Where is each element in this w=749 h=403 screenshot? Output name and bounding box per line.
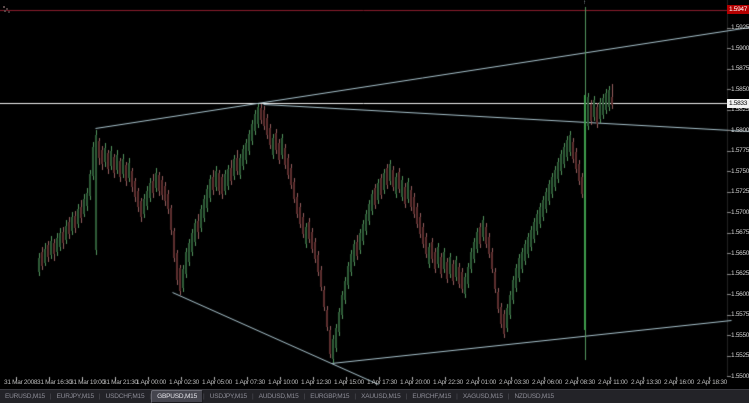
tab-separator: | [98, 393, 101, 400]
tab-separator: | [149, 392, 151, 401]
chart-tab-xagusd[interactable]: XAGUSD,M15 [462, 393, 503, 400]
price-axis-label: 1.5825 [731, 106, 749, 114]
chart-tab-bar: EURUSD,M15|EURJPY,M15|USDCHF,M15|GBPUSD,… [0, 389, 749, 403]
time-axis-label: 1 Apr 02:30 [169, 379, 199, 386]
price-marker-high: 1.5947 [727, 5, 749, 15]
time-axis-label: 1 Apr 15:00 [334, 379, 364, 386]
time-axis-label: 2 Apr 13:30 [631, 379, 661, 386]
time-axis-label: 2 Apr 06:00 [532, 379, 562, 386]
time-axis-label: 1 Apr 17:30 [367, 379, 397, 386]
time-axis-label: 31 Mar 21:30 [103, 379, 138, 386]
tab-separator: | [507, 393, 510, 400]
time-axis-label: 2 Apr 03:30 [499, 379, 529, 386]
time-axis-label: 1 Apr 22:30 [433, 379, 463, 386]
price-axis-label: 1.5875 [731, 65, 749, 73]
time-axis-label: 1 Apr 12:30 [301, 379, 331, 386]
price-axis-label: 1.5600 [731, 290, 749, 298]
chart-tab-nzdusd[interactable]: NZDUSD,M15 [514, 393, 554, 400]
price-axis-label: 1.5925 [731, 24, 749, 32]
tab-separator: | [354, 393, 357, 400]
price-marker-level: 1.5833 [727, 98, 749, 108]
chart-tab-gbpusd[interactable]: GBPUSD,M15 [151, 390, 203, 403]
price-axis-label: 1.5850 [731, 85, 749, 93]
time-axis-label: 2 Apr 18:30 [697, 379, 727, 386]
price-axis-label: 1.5900 [731, 44, 749, 52]
chart-tab-eurusd[interactable]: EURUSD,M15 [5, 393, 45, 400]
price-axis-label: 1.5800 [731, 126, 749, 134]
chart-tab-eurchf[interactable]: EURCHF,M15 [412, 393, 452, 400]
spike-top-marker: ↑ [583, 0, 586, 6]
price-axis-label: 1.5525 [731, 352, 749, 360]
corner-artifact [3, 6, 5, 8]
price-axis-label: 1.5700 [731, 208, 749, 216]
time-axis-label: 1 Apr 10:00 [268, 379, 298, 386]
chart-tab-xauusd[interactable]: XAUUSD,M15 [361, 393, 401, 400]
tab-separator: | [203, 393, 205, 400]
time-axis-label: 31 Mar 16:30 [37, 379, 72, 386]
price-axis-label: 1.5775 [731, 147, 749, 155]
time-axis-label: 1 Apr 05:00 [202, 379, 232, 386]
chart-tab-eurgbp[interactable]: EURGBP,M15 [310, 393, 350, 400]
chart-tab-audusd[interactable]: AUDUSD,M15 [258, 393, 299, 400]
chart-tab-eurjpy[interactable]: EURJPY,M15 [56, 393, 94, 400]
time-axis-label: 2 Apr 11:00 [598, 379, 628, 386]
time-axis-label: 2 Apr 01:00 [466, 379, 496, 386]
price-axis-label: 1.5500 [731, 372, 749, 380]
time-axis-label: 1 Apr 07:30 [235, 379, 265, 386]
chart-tab-usdchf[interactable]: USDCHF,M15 [105, 393, 145, 400]
time-axis-label: 2 Apr 08:30 [565, 379, 595, 386]
tab-separator: | [251, 393, 254, 400]
price-axis-label: 1.5725 [731, 188, 749, 196]
tab-separator: | [303, 393, 306, 400]
time-axis-label: 1 Apr 00:00 [136, 379, 166, 386]
price-axis-label: 1.5625 [731, 270, 749, 278]
tab-separator: | [456, 393, 458, 400]
tab-separator: | [49, 393, 52, 400]
price-axis-label: 1.5675 [731, 229, 749, 237]
time-axis-label: 31 Mar 19:00 [70, 379, 105, 386]
time-axis-label: 1 Apr 20:00 [400, 379, 430, 386]
chart-tab-usdjpy[interactable]: USDJPY,M15 [209, 393, 247, 400]
price-axis-label: 1.5550 [731, 331, 749, 339]
tab-separator: | [405, 393, 408, 400]
price-axis-label: 1.5750 [731, 167, 749, 175]
price-axis-label: 1.5575 [731, 311, 749, 319]
time-axis-label: 2 Apr 16:00 [664, 379, 694, 386]
time-axis-label: 31 Mar 2008 [4, 379, 38, 386]
price-axis-label: 1.5650 [731, 249, 749, 257]
